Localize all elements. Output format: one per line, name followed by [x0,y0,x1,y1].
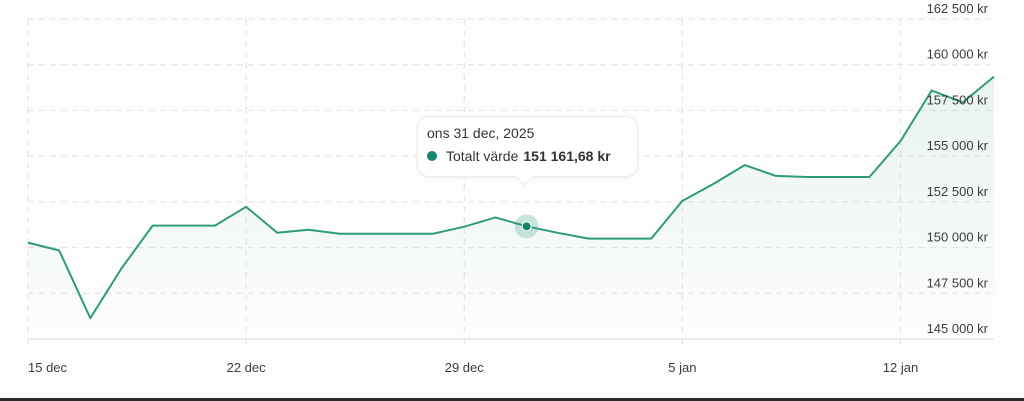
x-tick-label: 29 dec [445,360,485,375]
x-tick-label: 5 jan [668,360,696,375]
y-tick-label: 155 000 kr [927,138,989,153]
x-axis-labels: 15 dec 22 dec 29 dec 5 jan 12 jan [28,360,918,375]
tooltip-value: 151 161,68 kr [523,148,611,164]
y-tick-label: 145 000 kr [927,321,989,336]
y-tick-label: 152 500 kr [927,184,989,199]
x-tick-label: 12 jan [883,360,918,375]
chart-tooltip: ons 31 dec, 2025 Totalt värde 151 161,68… [417,116,638,186]
x-tick-label: 15 dec [28,360,68,375]
series-color-dot-icon [427,151,437,161]
y-tick-label: 160 000 kr [927,47,989,62]
tooltip-value-row: Totalt värde 151 161,68 kr [427,148,611,164]
y-tick-label: 162 500 kr [927,1,989,16]
highlight-point[interactable] [521,221,532,232]
x-tick-label: 22 dec [227,360,267,375]
y-tick-label: 150 000 kr [927,230,989,245]
tooltip-date: ons 31 dec, 2025 [427,125,535,141]
y-axis-labels: 145 000 kr 147 500 kr 150 000 kr 152 500 kr… [927,1,989,336]
tooltip-series-label: Totalt värde [446,148,519,164]
area-fill [28,76,994,339]
series-line [27,75,995,320]
y-tick-label: 147 500 kr [927,275,989,290]
bottom-border [0,398,1024,401]
y-tick-label: 157 500 kr [927,92,989,107]
